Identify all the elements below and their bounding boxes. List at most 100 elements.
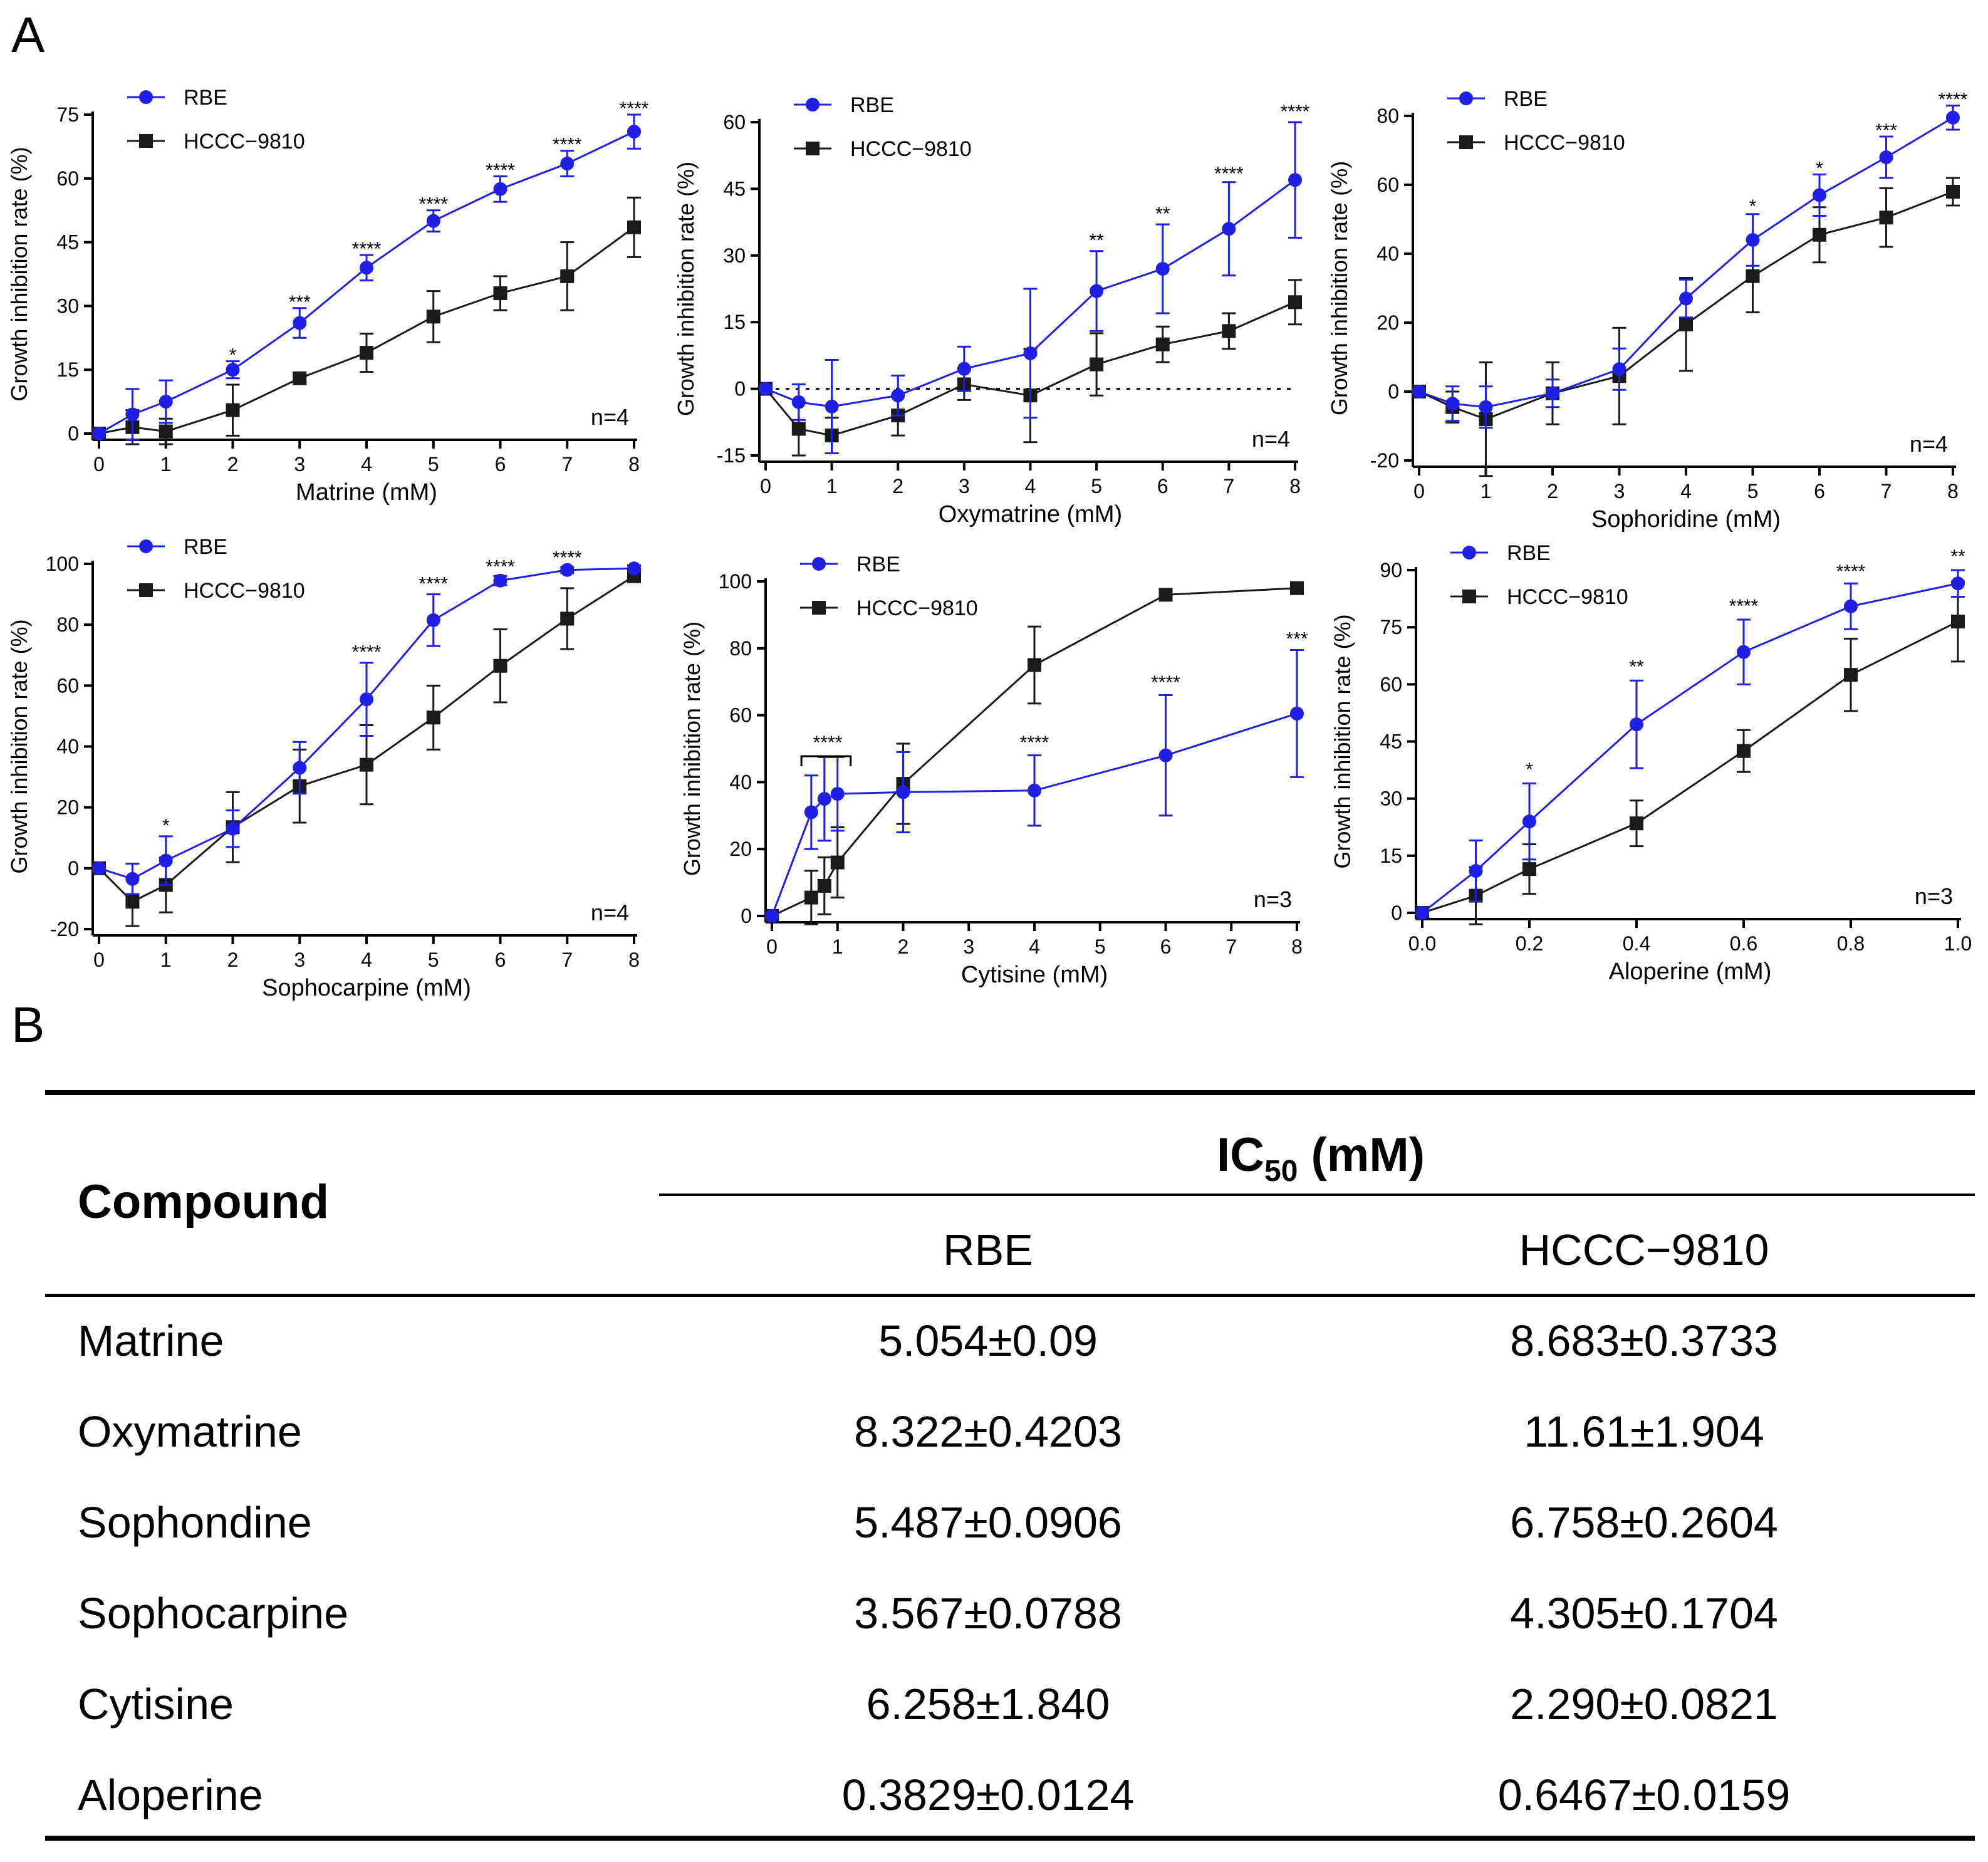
x-tick-label: 7 [561,949,573,971]
x-tick-label: 0 [760,475,771,497]
data-point [226,821,240,836]
series-line [98,575,635,903]
y-tick-label: 15 [1380,845,1402,867]
series-rbe [92,113,641,441]
legend-label: RBE [1507,541,1551,565]
significance-label: **** [1836,561,1866,582]
x-tick-label: 4 [1025,475,1036,497]
data-point [92,861,106,875]
y-tick-label: 0 [734,378,746,400]
data-point [293,316,307,330]
series-line [1422,620,1959,914]
y-tick-label: -20 [50,918,79,940]
data-point [1155,337,1170,351]
x-tick-label: 5 [428,453,439,476]
legend-label: HCCC−9810 [1507,585,1628,609]
table-top-rule [45,1090,1975,1095]
data-point [804,805,818,819]
y-tick-label: 60 [56,167,79,190]
legend-marker [139,90,153,104]
data-point [1737,645,1751,659]
legend-marker [139,539,153,553]
data-point [1737,744,1751,758]
data-point [426,214,440,228]
data-point [1612,362,1626,377]
row-hccc-ic50: 6.758±0.2604 [1510,1498,1778,1547]
data-point [293,371,307,385]
significance-bracket [800,755,852,766]
data-point [791,395,806,409]
legend: RBE HCCC−9810 [127,535,305,603]
x-tick-label: 0.8 [1837,932,1865,955]
y-tick-label: 60 [729,704,752,727]
y-axis-label: Growth inhibition rate (%) [673,162,699,416]
row-rbe-ic50: 8.322±0.4203 [854,1407,1122,1456]
x-axis-label: Sophoridine (mM) [1591,506,1781,533]
data-point [627,125,641,139]
data-point [1290,706,1304,720]
series-hccc [92,569,641,927]
x-tick-label: 1 [826,475,838,497]
row-compound: Oxymatrine [78,1407,302,1456]
y-tick-label: 45 [723,177,746,200]
y-tick-label: 0 [1391,902,1402,924]
data-point [1222,324,1236,338]
data-point [493,573,507,588]
data-point [1469,864,1483,878]
x-tick-label: 2 [892,475,903,497]
row-rbe-ic50: 6.258±1.840 [866,1680,1110,1729]
x-tick-label: 0.6 [1730,932,1757,955]
x-tick-label: 2 [898,935,909,958]
y-axis-label: Growth inhibition rate (%) [679,622,705,876]
x-tick-label: 3 [294,453,305,476]
series-line [765,179,1296,408]
x-axis-label: Matrine (mM) [296,479,437,506]
legend-label: HCCC−9810 [184,579,305,603]
series-rbe [92,561,641,895]
y-tick-label: 0 [68,857,79,880]
data-point [1090,357,1104,372]
legend-marker [1459,135,1473,149]
legend-marker [139,134,153,148]
data-point [817,792,831,806]
data-point [1679,317,1693,331]
y-tick-label: 80 [729,637,752,660]
y-tick-label: 75 [1380,616,1402,638]
significance-label: ** [1089,231,1104,251]
data-point [1415,906,1429,920]
significance-label: * [162,816,170,836]
data-point [560,157,575,171]
data-point [627,561,641,576]
ic50-sub-rule [659,1194,1975,1196]
significance-label: * [1816,159,1823,179]
sample-size-label: n=4 [591,900,629,925]
data-point [1951,576,1965,591]
x-tick-label: 2 [1547,480,1558,502]
y-axis-label: Growth inhibition rate (%) [1326,161,1352,415]
data-point [1028,658,1041,672]
y-tick-label: 0 [1388,380,1399,403]
ic50-table: Compound IC50 (mM) RBE HCCC−9810 Matrine… [45,1090,1975,1861]
y-tick-label: 60 [56,674,79,697]
x-tick-label: 0 [93,949,105,971]
x-tick-label: 3 [294,949,305,971]
x-tick-label: 1.0 [1944,932,1972,955]
row-rbe-ic50: 5.054±0.09 [878,1316,1098,1365]
table-bottom-rule [45,1836,1975,1841]
sample-size-label: n=3 [1254,887,1292,912]
y-tick-label: 30 [1380,788,1402,810]
significance-label: **** [553,135,582,155]
row-compound: Aloperine [78,1771,263,1819]
data-point [1844,599,1858,613]
series-line [98,567,635,880]
y-tick-label: 20 [56,796,79,819]
data-point [765,909,779,923]
data-point [1746,269,1760,283]
data-point [560,269,575,283]
legend: RBE HCCC−9810 [794,93,972,161]
sample-size-label: n=4 [1910,431,1948,457]
significance-label: * [229,345,237,366]
legend: RBE HCCC−9810 [800,553,978,620]
series-line [1418,190,1954,420]
